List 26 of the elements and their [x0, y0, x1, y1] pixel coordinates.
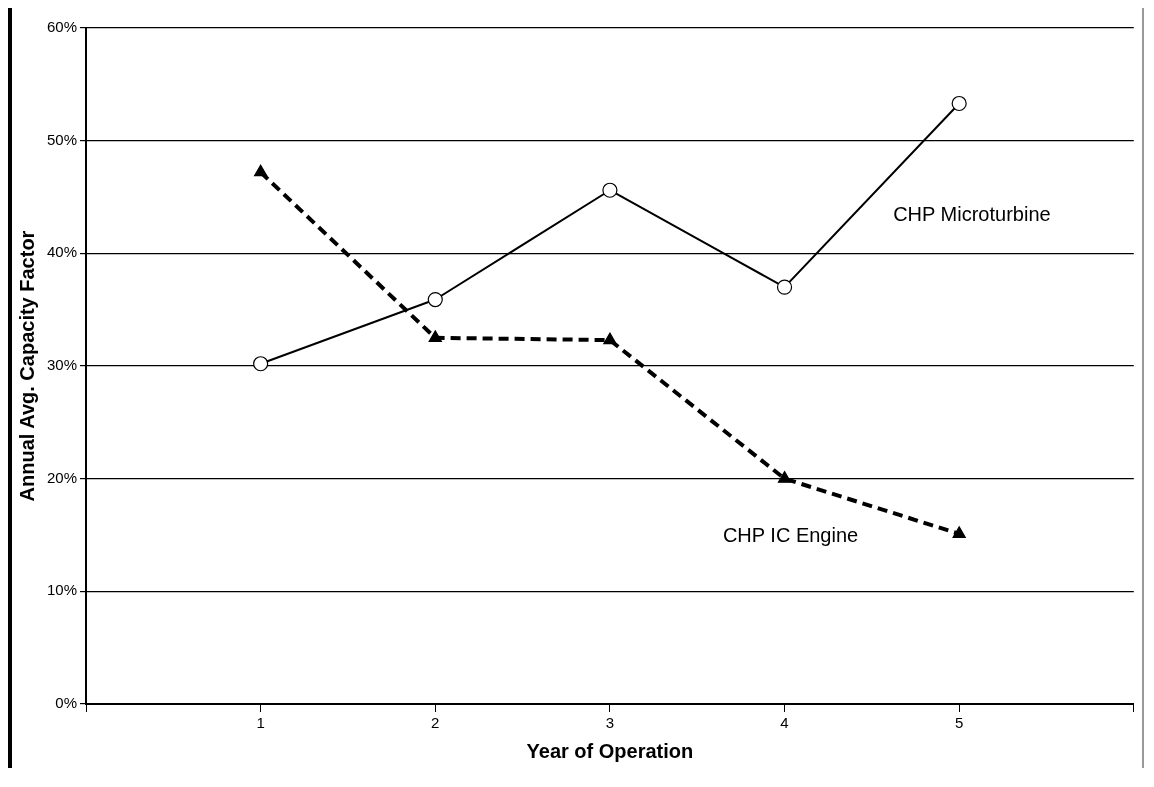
y-tick-label: 0%	[55, 694, 78, 712]
point	[603, 332, 617, 345]
x-tick-label: 1	[256, 714, 265, 732]
x-tick-label: 5	[955, 714, 964, 732]
y-tick-label: 20%	[46, 468, 78, 486]
x-tick-label: 4	[780, 714, 789, 732]
point	[427, 291, 443, 308]
point	[428, 330, 442, 342]
y-tick-label: 30%	[46, 356, 78, 374]
x-tick-label: 3	[605, 714, 615, 732]
y-tick-label: 40%	[46, 243, 78, 261]
series-label: CHP IC Engine	[722, 524, 859, 547]
series-label: CHP Microturbine	[893, 203, 1051, 225]
y-axis-title: Annual Avg. Capacity Factor	[15, 230, 38, 502]
point	[253, 164, 268, 177]
point	[951, 95, 967, 112]
point	[776, 279, 793, 295]
point	[952, 526, 966, 538]
x-axis-title: Year of Operation	[526, 739, 694, 762]
y-tick-label: 10%	[46, 581, 78, 599]
x-tick-label: 2	[431, 714, 440, 732]
point	[777, 471, 792, 483]
point	[602, 182, 618, 198]
point	[253, 356, 269, 372]
y-tick-label: 60%	[46, 18, 78, 36]
y-tick-label: 50%	[46, 130, 78, 148]
